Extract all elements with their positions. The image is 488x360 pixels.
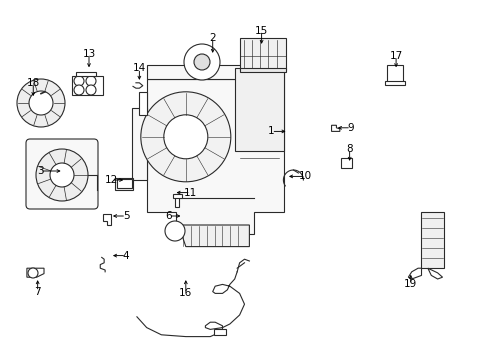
- Bar: [115, 178, 133, 190]
- Circle shape: [36, 149, 88, 201]
- Bar: [76, 72, 96, 76]
- Polygon shape: [234, 68, 283, 151]
- Circle shape: [74, 85, 84, 95]
- Text: 15: 15: [254, 26, 268, 36]
- Polygon shape: [146, 65, 283, 79]
- Circle shape: [29, 91, 53, 115]
- Bar: [117, 179, 131, 188]
- Circle shape: [28, 268, 38, 278]
- Polygon shape: [239, 38, 285, 70]
- Circle shape: [50, 163, 74, 187]
- Text: 13: 13: [82, 49, 96, 59]
- Bar: [175, 194, 179, 207]
- Circle shape: [164, 221, 184, 241]
- Circle shape: [194, 54, 209, 70]
- Text: 12: 12: [104, 175, 118, 185]
- Text: 7: 7: [34, 287, 41, 297]
- Polygon shape: [331, 125, 339, 131]
- Circle shape: [183, 44, 220, 80]
- Text: 6: 6: [165, 211, 172, 221]
- Polygon shape: [102, 214, 111, 225]
- Text: 19: 19: [403, 279, 417, 289]
- Text: 2: 2: [209, 33, 216, 43]
- Bar: [420, 212, 443, 268]
- Text: 18: 18: [26, 78, 40, 88]
- Circle shape: [17, 79, 65, 127]
- Text: 11: 11: [183, 188, 197, 198]
- Text: 5: 5: [122, 211, 129, 221]
- Bar: [173, 194, 182, 198]
- Polygon shape: [146, 79, 283, 234]
- Circle shape: [74, 76, 84, 86]
- Bar: [239, 68, 285, 72]
- Text: 9: 9: [347, 123, 354, 133]
- Text: 4: 4: [122, 251, 129, 261]
- Polygon shape: [407, 268, 421, 279]
- Polygon shape: [139, 92, 146, 115]
- Polygon shape: [72, 76, 102, 95]
- Circle shape: [186, 45, 219, 77]
- Bar: [384, 81, 405, 85]
- Text: 10: 10: [299, 171, 311, 181]
- Bar: [214, 329, 226, 335]
- Text: 16: 16: [179, 288, 192, 298]
- Polygon shape: [27, 268, 44, 277]
- Circle shape: [141, 92, 230, 182]
- Polygon shape: [178, 225, 249, 247]
- Bar: [340, 158, 351, 168]
- Polygon shape: [427, 268, 442, 279]
- Circle shape: [163, 115, 207, 159]
- Text: 3: 3: [37, 166, 43, 176]
- Text: 14: 14: [132, 63, 146, 73]
- Circle shape: [86, 85, 96, 95]
- Circle shape: [86, 76, 96, 86]
- Text: 8: 8: [346, 144, 352, 154]
- FancyBboxPatch shape: [26, 139, 98, 209]
- Circle shape: [197, 55, 208, 67]
- Polygon shape: [132, 108, 146, 180]
- Bar: [386, 65, 402, 82]
- Text: 17: 17: [388, 51, 402, 61]
- Text: 1: 1: [267, 126, 274, 136]
